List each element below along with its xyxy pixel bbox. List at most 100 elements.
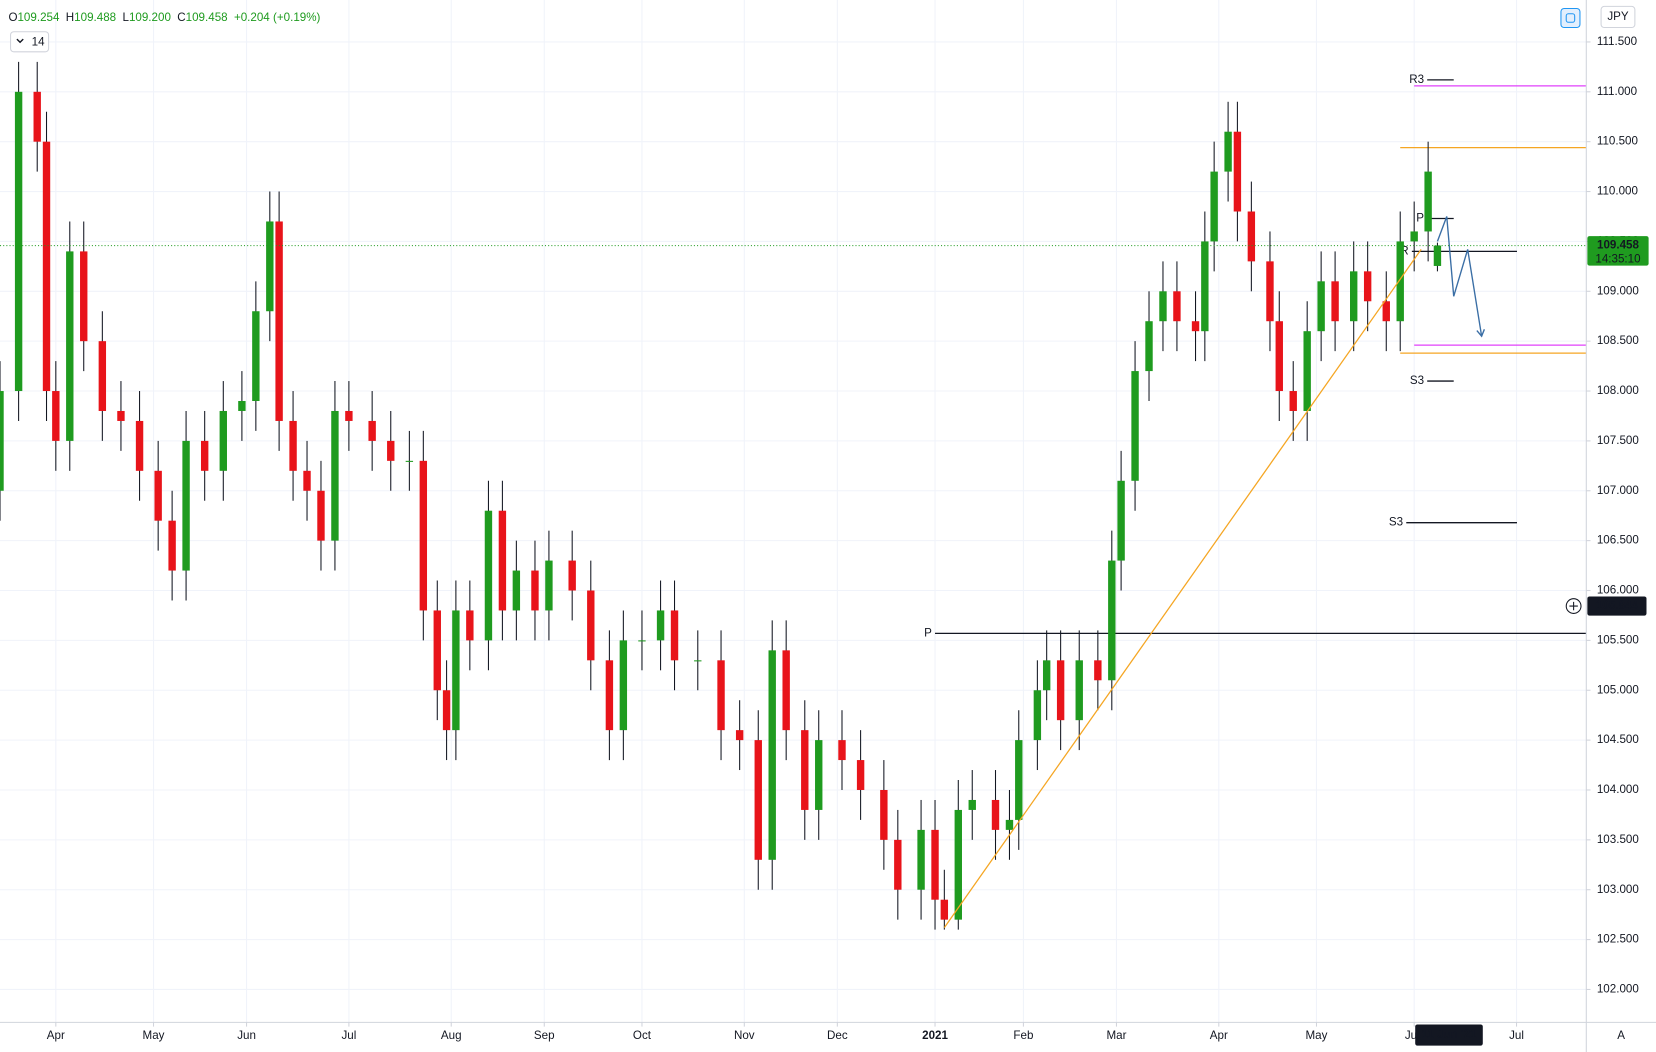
- candle-body: [1247, 211, 1256, 262]
- header-value: 109.458: [186, 11, 228, 24]
- candle-body: [1015, 740, 1023, 820]
- candle-body: [1201, 241, 1209, 332]
- x-tick-label: Sep: [534, 1029, 555, 1042]
- candle-body: [531, 570, 539, 611]
- x-tick-label: Jul: [1509, 1029, 1524, 1042]
- candle-body: [815, 740, 823, 810]
- candle-body: [545, 560, 553, 611]
- currency: JPY: [1607, 10, 1629, 23]
- candle-body: [782, 650, 790, 731]
- y-tick-label: 105.000: [1597, 683, 1639, 696]
- candle-body: [1303, 331, 1311, 411]
- x-tick-label: Apr: [1210, 1029, 1228, 1042]
- candle-body: [880, 789, 888, 840]
- ohlc-header: O109.254 H109.488 L109.200 C109.458 +0.204 (…: [8, 11, 320, 24]
- grid: [0, 0, 1587, 1023]
- header-label: C: [177, 11, 185, 24]
- candle-body: [735, 730, 744, 741]
- candles: [0, 61, 1442, 930]
- candle-body: [266, 221, 274, 312]
- candle-body: [1159, 291, 1167, 322]
- x-tick-label: Jul: [341, 1029, 356, 1042]
- y-tick-label: 110.000: [1597, 185, 1638, 198]
- candle-body: [1094, 660, 1102, 681]
- candle-body: [1266, 261, 1274, 322]
- candle-body: [656, 610, 665, 641]
- candle-body: [768, 650, 776, 860]
- candle-body: [605, 660, 614, 731]
- candle-body: [512, 570, 521, 611]
- x-tick-label: Apr: [47, 1029, 65, 1042]
- candle-body: [442, 690, 451, 731]
- candle-body: [42, 141, 51, 392]
- overlay: [0, 216, 1587, 928]
- candle-body: [200, 440, 209, 471]
- chevron-icon: [16, 38, 24, 44]
- candle-body: [954, 809, 962, 920]
- candle-body: [98, 341, 107, 411]
- candle-body: [717, 660, 725, 731]
- candle-body: [219, 410, 227, 471]
- candle-body: [1331, 281, 1339, 322]
- indicator-box[interactable]: [10, 31, 50, 53]
- y-tick-label: 108.000: [1597, 384, 1639, 397]
- candle-body: [1382, 301, 1390, 322]
- x-tick-label: May: [143, 1029, 165, 1042]
- header-label: O: [8, 11, 17, 24]
- x-tick-label: Dec: [827, 1029, 848, 1042]
- candle-body: [856, 760, 865, 790]
- candle-body: [1056, 660, 1065, 721]
- currency-box[interactable]: [1600, 5, 1636, 29]
- last-price-label: 109.458: [1597, 239, 1640, 252]
- candle-body: [1042, 660, 1051, 691]
- header-value: +0.204 (+0.19%): [234, 11, 321, 24]
- x-tick-label: Oct: [633, 1029, 652, 1042]
- candle-body: [275, 221, 283, 421]
- candle-body: [931, 829, 939, 900]
- countdown-label: 14:35:10: [1595, 252, 1640, 265]
- pivot-label: P: [1416, 212, 1424, 225]
- header-value: 109.200: [129, 11, 171, 24]
- candle-body: [1033, 690, 1042, 741]
- y-tick-label: 111.500: [1597, 35, 1637, 48]
- last-price-tag: [1587, 236, 1649, 266]
- crosshair-price-label: 105.844: [1596, 599, 1639, 612]
- candle-body: [1350, 271, 1358, 322]
- candle-body: [387, 440, 395, 461]
- candle-body: [498, 510, 507, 611]
- settings-icon-inner: [1565, 13, 1576, 23]
- candle-body: [1289, 391, 1297, 411]
- candle-body: [331, 410, 339, 541]
- candle-body: [1433, 245, 1442, 266]
- candle-body: [754, 740, 762, 860]
- candle-body: [303, 470, 311, 491]
- candle-body: [1424, 171, 1432, 232]
- candle-body: [1224, 131, 1232, 172]
- candle-body: [238, 401, 246, 411]
- candle-body: [154, 470, 162, 521]
- candle-body: [252, 311, 260, 402]
- projection-path: [1436, 216, 1483, 337]
- date-tag: [1415, 1024, 1483, 1046]
- auto-scale-button[interactable]: A: [1617, 1029, 1625, 1042]
- candle-body: [182, 440, 190, 571]
- x-tick-label: 2021: [922, 1029, 948, 1042]
- candle-body: [66, 251, 74, 441]
- candle-body: [1108, 560, 1116, 681]
- candle-body: [1410, 231, 1418, 242]
- header-value: 109.488: [74, 11, 116, 24]
- candle-body: [838, 740, 846, 761]
- candle-body: [168, 520, 176, 571]
- candle-body: [968, 799, 976, 810]
- candle-body: [1145, 321, 1153, 372]
- candle-body: [1075, 660, 1083, 721]
- settings-icon[interactable]: [1560, 7, 1581, 29]
- crosshair-price-tag: [1587, 596, 1647, 616]
- candle-body: [33, 91, 41, 142]
- candle-body: [0, 391, 4, 491]
- pivot-label: P: [924, 626, 932, 639]
- x-tick-label: Nov: [734, 1029, 755, 1042]
